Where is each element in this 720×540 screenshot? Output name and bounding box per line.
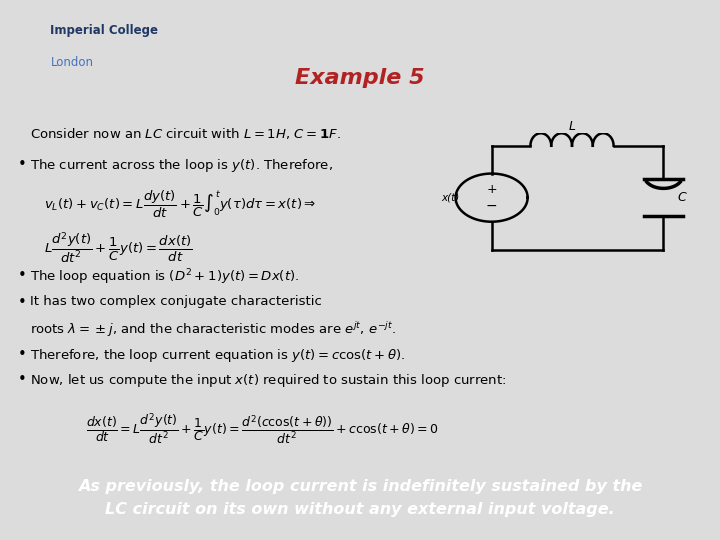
Text: It has two complex conjugate characteristic: It has two complex conjugate characteris… <box>30 295 322 308</box>
Text: roots $\lambda = \pm j$, and the characteristic modes are $e^{jt}$, $e^{-jt}$.: roots $\lambda = \pm j$, and the charact… <box>30 321 396 340</box>
Text: The current across the loop is $y(t)$. Therefore,: The current across the loop is $y(t)$. T… <box>30 157 333 174</box>
Text: Therefore, the loop current equation is $y(t) = c\cos(t + \theta)$.: Therefore, the loop current equation is … <box>30 347 405 364</box>
Text: $v_L(t) + v_C(t) = L\dfrac{dy(t)}{dt} + \dfrac{1}{C}\int_0^t y(\tau)d\tau = x(t): $v_L(t) + v_C(t) = L\dfrac{dy(t)}{dt} + … <box>45 189 317 220</box>
Text: −: − <box>486 199 498 213</box>
Text: C: C <box>678 191 686 204</box>
Text: As previously, the loop current is indefinitely sustained by the
LC circuit on i: As previously, the loop current is indef… <box>78 479 642 517</box>
Text: London: London <box>50 56 94 69</box>
Text: Example 5: Example 5 <box>295 68 425 88</box>
Text: The loop equation is $(D^2 + 1)y(t) = Dx(t)$.: The loop equation is $(D^2 + 1)y(t) = Dx… <box>30 268 299 287</box>
Text: •: • <box>18 295 27 310</box>
Text: $L\dfrac{d^2y(t)}{dt^2} + \dfrac{1}{C}y(t) = \dfrac{dx(t)}{dt}$: $L\dfrac{d^2y(t)}{dt^2} + \dfrac{1}{C}y(… <box>45 230 193 265</box>
Text: •: • <box>18 157 27 172</box>
Text: •: • <box>18 268 27 282</box>
Text: +: + <box>486 183 497 196</box>
Text: Imperial College: Imperial College <box>50 24 158 37</box>
Text: x(t): x(t) <box>441 193 459 202</box>
Text: Consider now an $LC$ circuit with $L = 1H$, $C = \mathbf{1}F$.: Consider now an $LC$ circuit with $L = 1… <box>30 126 341 141</box>
Text: •: • <box>18 347 27 362</box>
Text: $\dfrac{dx(t)}{dt} = L\dfrac{d^2y(t)}{dt^2} + \dfrac{1}{C}y(t) = \dfrac{d^2(c\co: $\dfrac{dx(t)}{dt} = L\dfrac{d^2y(t)}{dt… <box>86 411 438 446</box>
Text: Now, let us compute the input $x(t)$ required to sustain this loop current:: Now, let us compute the input $x(t)$ req… <box>30 373 506 389</box>
Text: L: L <box>569 120 575 133</box>
Text: •: • <box>18 373 27 387</box>
